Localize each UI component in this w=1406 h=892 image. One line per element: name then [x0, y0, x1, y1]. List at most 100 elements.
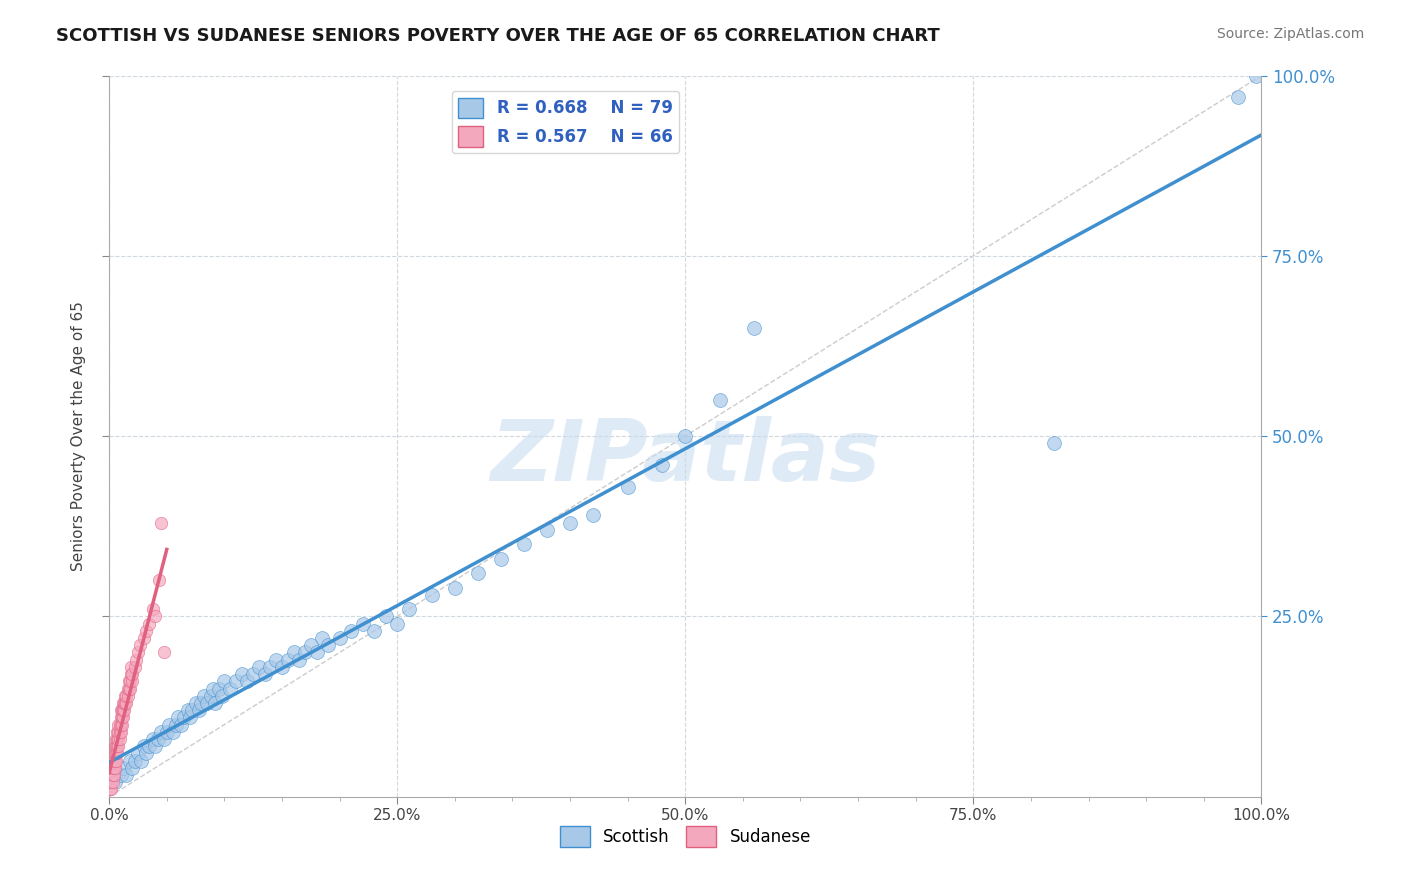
- Point: [121, 667, 143, 681]
- Point: [169, 717, 191, 731]
- Point: [110, 717, 132, 731]
- Legend: R = 0.668    N = 79, R = 0.567    N = 66: R = 0.668 N = 79, R = 0.567 N = 66: [451, 91, 679, 153]
- Point: [536, 523, 558, 537]
- Point: [142, 731, 165, 746]
- Point: [247, 660, 270, 674]
- Point: [219, 681, 242, 696]
- Point: [153, 731, 176, 746]
- Point: [363, 624, 385, 638]
- Point: [110, 724, 132, 739]
- Point: [135, 624, 157, 638]
- Point: [127, 747, 149, 761]
- Text: Source: ZipAtlas.com: Source: ZipAtlas.com: [1216, 27, 1364, 41]
- Point: [105, 747, 128, 761]
- Point: [118, 674, 141, 689]
- Point: [162, 724, 184, 739]
- Point: [616, 479, 638, 493]
- Point: [114, 696, 136, 710]
- Point: [467, 566, 489, 581]
- Point: [127, 645, 149, 659]
- Point: [211, 689, 233, 703]
- Point: [101, 761, 124, 775]
- Point: [1043, 436, 1066, 450]
- Point: [181, 703, 204, 717]
- Point: [117, 681, 139, 696]
- Point: [264, 653, 287, 667]
- Point: [103, 754, 125, 768]
- Point: [105, 731, 128, 746]
- Point: [420, 588, 443, 602]
- Point: [744, 321, 766, 335]
- Point: [352, 616, 374, 631]
- Point: [167, 710, 190, 724]
- Point: [294, 645, 316, 659]
- Point: [105, 754, 128, 768]
- Point: [110, 768, 132, 782]
- Y-axis label: Seniors Poverty Over the Age of 65: Seniors Poverty Over the Age of 65: [72, 301, 86, 571]
- Point: [111, 703, 134, 717]
- Point: [129, 638, 152, 652]
- Point: [582, 508, 605, 523]
- Point: [443, 581, 465, 595]
- Point: [108, 717, 131, 731]
- Text: ZIPatlas: ZIPatlas: [491, 417, 880, 500]
- Point: [132, 739, 155, 754]
- Point: [132, 631, 155, 645]
- Point: [138, 616, 160, 631]
- Point: [124, 653, 146, 667]
- Point: [105, 724, 128, 739]
- Point: [118, 681, 141, 696]
- Point: [112, 696, 135, 710]
- Point: [107, 717, 129, 731]
- Point: [283, 645, 305, 659]
- Point: [124, 660, 146, 674]
- Point: [118, 754, 141, 768]
- Point: [148, 574, 170, 588]
- Point: [398, 602, 420, 616]
- Point: [104, 747, 127, 761]
- Point: [121, 674, 143, 689]
- Point: [111, 761, 134, 775]
- Point: [193, 689, 215, 703]
- Point: [115, 696, 138, 710]
- Point: [153, 645, 176, 659]
- Point: [340, 624, 363, 638]
- Point: [111, 696, 134, 710]
- Point: [305, 645, 328, 659]
- Point: [138, 739, 160, 754]
- Point: [112, 703, 135, 717]
- Point: [311, 631, 333, 645]
- Point: [489, 551, 512, 566]
- Point: [118, 674, 141, 689]
- Point: [107, 731, 129, 746]
- Point: [150, 516, 173, 530]
- Point: [236, 674, 259, 689]
- Point: [103, 768, 125, 782]
- Point: [121, 761, 143, 775]
- Point: [143, 609, 166, 624]
- Point: [120, 660, 142, 674]
- Point: [105, 739, 128, 754]
- Point: [513, 537, 536, 551]
- Point: [173, 710, 195, 724]
- Point: [329, 631, 352, 645]
- Point: [259, 660, 281, 674]
- Point: [242, 667, 264, 681]
- Point: [288, 653, 311, 667]
- Point: [104, 761, 127, 775]
- Point: [558, 516, 581, 530]
- Point: [111, 717, 134, 731]
- Point: [105, 747, 128, 761]
- Point: [108, 731, 131, 746]
- Point: [107, 739, 129, 754]
- Point: [108, 724, 131, 739]
- Text: SCOTTISH VS SUDANESE SENIORS POVERTY OVER THE AGE OF 65 CORRELATION CHART: SCOTTISH VS SUDANESE SENIORS POVERTY OVE…: [56, 27, 941, 45]
- Point: [253, 667, 276, 681]
- Point: [165, 717, 187, 731]
- Point: [184, 696, 207, 710]
- Point: [188, 703, 211, 717]
- Point: [100, 782, 122, 797]
- Point: [135, 747, 157, 761]
- Point: [98, 782, 121, 797]
- Point: [101, 775, 124, 789]
